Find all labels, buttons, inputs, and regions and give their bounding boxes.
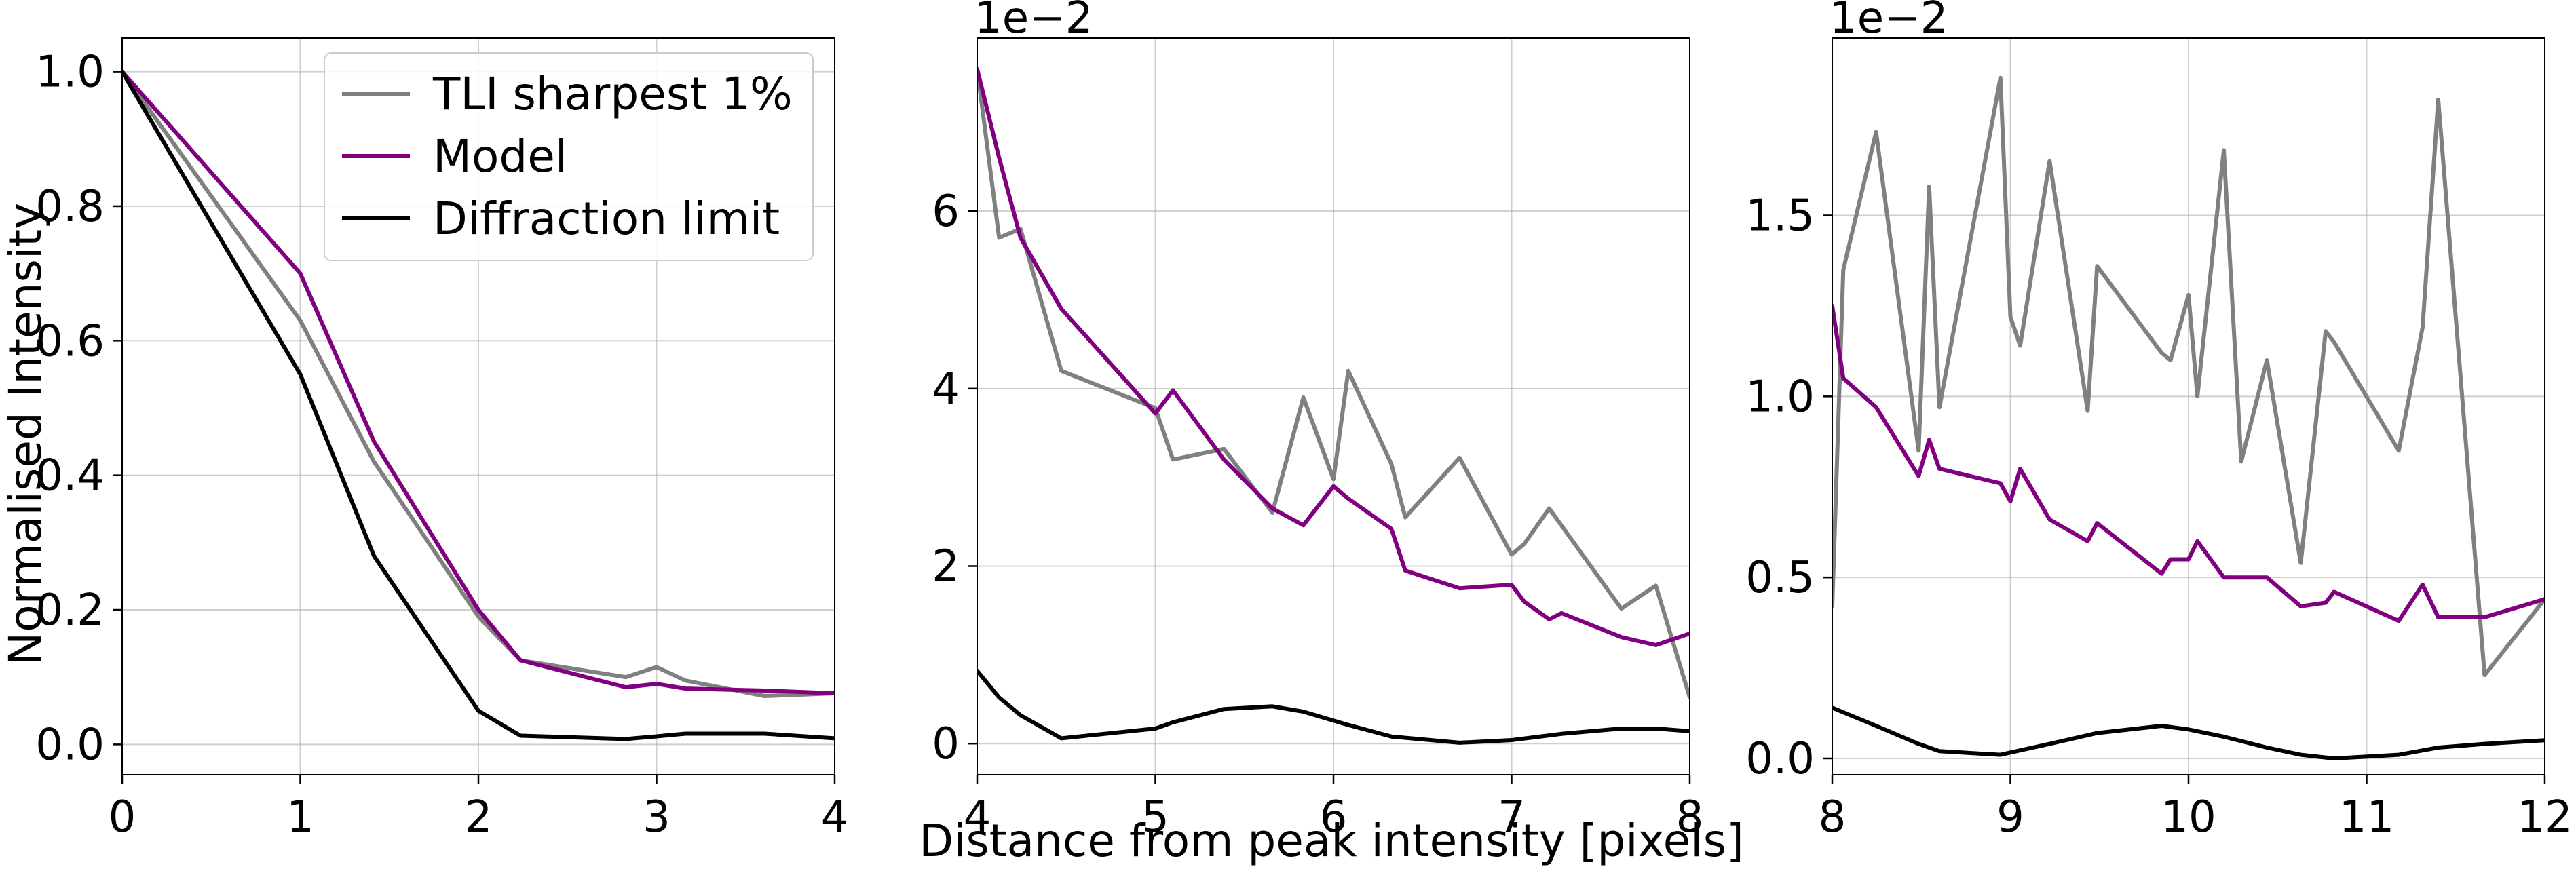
y-tick-label: 0.4 [35, 451, 105, 501]
x-tick-label: 10 [2161, 792, 2216, 843]
panel-2: 4 5 6 7 8 0 2 4 6 1e−2 [932, 0, 1703, 843]
y-tick-label: 0.2 [35, 585, 105, 636]
axis-offset-text: 1e−2 [1830, 0, 1948, 43]
y-tick-label: 1.0 [35, 47, 105, 98]
series-line-diffraction-limit [1832, 705, 2545, 760]
y-tick-label: 0 [932, 719, 960, 769]
panels: 0 1 2 3 40.00.20.40.60.81.0 TLI sharpest 1%Mo… [35, 0, 2573, 843]
series-line-model [122, 69, 835, 695]
x-tick-label: 2 [465, 792, 493, 843]
panel-3: 8 9 10 11 12 0.0 0.5 1.0 1.5 1e−2 [1745, 0, 2573, 843]
series-line-diffraction-limit [977, 668, 1690, 745]
series-line-tli-sharpest-1 [977, 66, 1690, 700]
axis-offset-text: 1e−2 [974, 0, 1093, 43]
y-tick-label: 0.5 [1745, 553, 1815, 603]
x-tick-label: 12 [2517, 792, 2572, 843]
y-tick-label: 0.6 [35, 316, 105, 366]
legend-label: Model [433, 130, 567, 182]
x-tick-label: 6 [1320, 792, 1348, 843]
panel-1: 0 1 2 3 4 0.0 0.2 0.4 0.6 0.8 1.0 TLI sharpest 1% Mo… [35, 37, 849, 843]
x-tick-label: 5 [1141, 792, 1169, 843]
x-tick-label: 8 [1676, 792, 1704, 843]
y-tick-label: 6 [932, 187, 960, 237]
y-tick-label: 4 [932, 364, 960, 414]
series-line-model [1832, 303, 2545, 623]
x-tick-label: 3 [643, 792, 670, 843]
y-tick-label: 2 [932, 542, 960, 592]
x-tick-label: 1 [286, 792, 314, 843]
x-tick-label: 11 [2339, 792, 2394, 843]
series-group [122, 69, 835, 741]
y-tick-label: 1.0 [1745, 372, 1815, 422]
legend-label: Diffraction limit [433, 193, 780, 245]
series-group [977, 66, 1690, 745]
y-tick-label: 1.5 [1745, 191, 1815, 241]
series-line-tli-sharpest-1 [1832, 75, 2545, 678]
legend-label: TLI sharpest 1% [432, 68, 793, 120]
series-line-diffraction-limit [122, 69, 835, 741]
x-tick-label: 0 [109, 792, 136, 843]
y-tick-label: 0.0 [1745, 734, 1815, 784]
x-tick-label: 4 [964, 792, 991, 843]
legend-box [324, 52, 814, 261]
y-tick-label: 0.0 [35, 720, 105, 770]
y-axis-label: Normalised Intensity [0, 203, 52, 665]
x-tick-label: 4 [821, 792, 849, 843]
y-tick-label: 0.8 [35, 182, 105, 232]
legend: TLI sharpest 1% Model Diffraction limit [324, 52, 814, 261]
x-tick-label: 8 [1819, 792, 1846, 843]
x-axis-label: Distance from peak intensity [pixels] [919, 815, 1744, 867]
series-group [1832, 75, 2545, 760]
series-line-model [977, 66, 1690, 647]
x-tick-label: 7 [1498, 792, 1526, 843]
x-tick-label: 9 [1996, 792, 2024, 843]
